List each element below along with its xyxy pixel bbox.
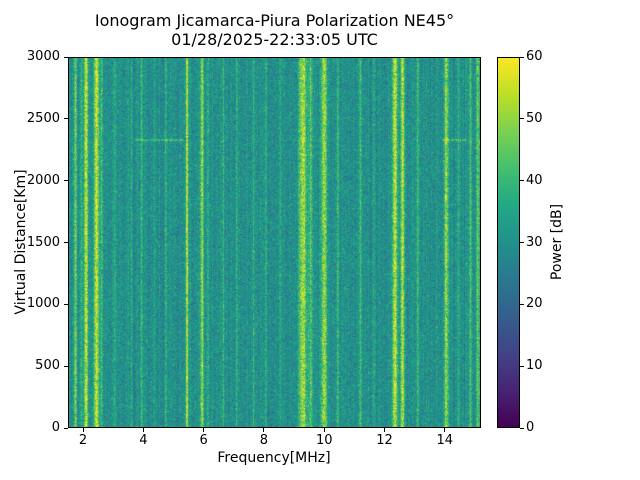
x-tick-mark [263, 428, 265, 432]
x-tick-label: 6 [199, 433, 208, 448]
colorbar-tick-mark [520, 427, 524, 429]
y-tick-label: 500 [35, 358, 60, 374]
x-tick-label: 12 [376, 433, 393, 448]
colorbar-tick-label: 40 [526, 172, 543, 188]
x-axis-label: Frequency[MHz] [217, 450, 331, 466]
colorbar-tick-mark [520, 180, 524, 182]
x-tick-mark [384, 428, 386, 432]
colorbar-tick-label: 60 [526, 49, 543, 64]
x-tick-mark [82, 428, 84, 432]
axes-frame [68, 57, 481, 428]
x-tick-mark [142, 428, 144, 432]
colorbar-tick-mark [520, 242, 524, 243]
y-tick-label: 1000 [26, 296, 60, 312]
y-tick-mark [64, 242, 68, 243]
x-tick-mark [444, 428, 446, 432]
colorbar-tick-label: 30 [526, 234, 543, 250]
colorbar-frame [497, 57, 520, 428]
colorbar-tick-label: 0 [526, 420, 535, 435]
colorbar-tick-mark [520, 118, 524, 120]
colorbar-tick-mark [520, 365, 524, 367]
colorbar-tick-label: 10 [526, 358, 543, 374]
colorbar [497, 57, 520, 428]
x-tick-mark [323, 428, 325, 432]
y-tick-mark [64, 56, 68, 58]
x-tick-label: 10 [315, 433, 333, 448]
y-tick-mark [64, 118, 68, 120]
heatmap-canvas [68, 57, 481, 428]
y-tick-label: 2000 [26, 172, 60, 188]
colorbar-tick-label: 50 [526, 110, 543, 126]
x-tick-mark [203, 428, 205, 432]
y-tick-mark [64, 427, 68, 429]
colorbar-tick-label: 20 [526, 296, 543, 312]
y-tick-label: 3000 [26, 49, 60, 64]
x-tick-label: 4 [139, 433, 148, 448]
x-tick-label: 2 [78, 433, 88, 448]
x-tick-label: 8 [259, 433, 269, 448]
colorbar-tick-mark [520, 56, 524, 58]
chart-subtitle: 01/28/2025-22:33:05 UTC [171, 30, 378, 49]
y-tick-mark [64, 180, 68, 182]
colorbar-tick-mark [520, 303, 524, 305]
y-tick-label: 1500 [26, 234, 60, 250]
y-tick-mark [64, 365, 68, 367]
y-tick-mark [64, 303, 68, 305]
x-tick-label: 14 [436, 433, 454, 448]
y-tick-label: 0 [51, 420, 60, 435]
y-tick-label: 2500 [26, 110, 60, 126]
chart-title: Ionogram Jicamarca-Piura Polarization NE… [94, 11, 455, 30]
